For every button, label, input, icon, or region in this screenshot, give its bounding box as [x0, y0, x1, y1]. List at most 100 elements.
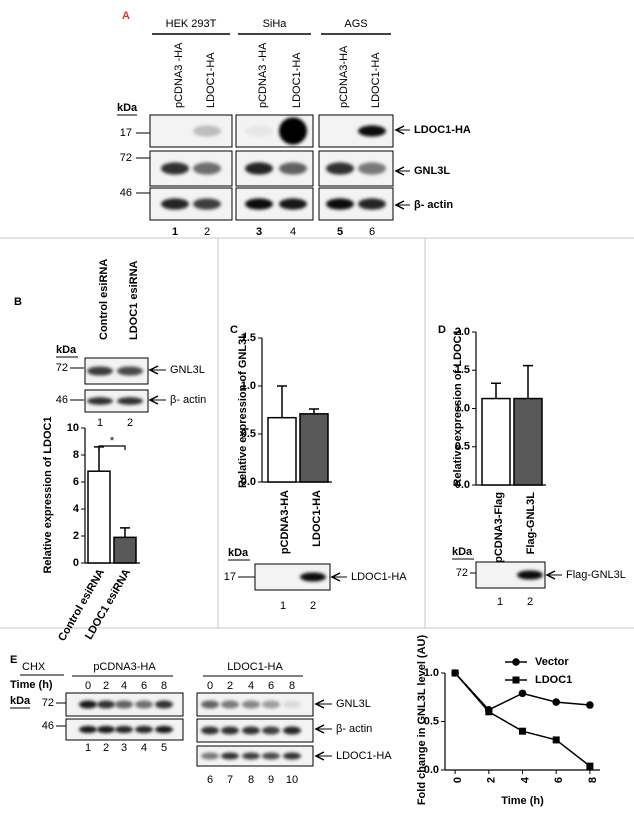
significance-bracket — [98, 445, 126, 450]
x-tick-label: Flag-GNL3L — [525, 492, 537, 555]
y-tick-label: 2 — [73, 530, 79, 542]
error-bar — [523, 364, 533, 399]
bar — [299, 413, 329, 483]
x-axis-label: Time (h) — [501, 795, 544, 807]
significance-label: * — [110, 435, 115, 447]
lane-number: 2 — [527, 596, 533, 608]
band-label: LDOC1-HA — [414, 124, 471, 136]
error-bar — [277, 385, 287, 418]
lane-label: LDOC1 esiRNA — [128, 260, 140, 340]
blot-band — [97, 725, 115, 734]
panel-letter: D — [438, 324, 446, 336]
time-point: 6 — [268, 680, 274, 692]
mw-marker: 17 — [120, 127, 132, 139]
blot-band — [135, 700, 153, 709]
bar — [481, 397, 511, 486]
lane-number: 4 — [290, 226, 296, 238]
blot-band — [155, 725, 173, 734]
blot-band — [201, 726, 219, 735]
lane-number: 8 — [248, 774, 254, 786]
treatment-label: CHX — [22, 661, 46, 673]
lane-label: LDOC1-HA — [370, 52, 382, 108]
lane-number: 6 — [369, 226, 375, 238]
blot-band — [245, 125, 273, 137]
band-label: LDOC1-HA — [351, 571, 407, 583]
legend-label: Vector — [535, 656, 569, 668]
blot-band — [115, 725, 133, 734]
blot-band — [262, 752, 280, 760]
blot-band — [97, 700, 115, 709]
time-point: 0 — [85, 680, 91, 692]
blot-band — [326, 198, 354, 210]
cell-line: AGS — [344, 18, 367, 30]
y-tick-label: 1.5 — [241, 332, 256, 344]
y-tick-label: 0.0 — [424, 764, 439, 776]
blot-band — [193, 162, 221, 175]
blot-band — [117, 366, 143, 376]
x-tick-label: pCDNA3-Flag — [493, 492, 505, 563]
panel-letter: A — [122, 10, 130, 22]
lane-number: 7 — [227, 774, 233, 786]
y-tick-label: 6 — [73, 476, 79, 488]
blot-band — [262, 726, 280, 735]
blot-band — [300, 572, 326, 582]
kda-label: kDa — [452, 546, 473, 558]
error-bar — [309, 408, 319, 414]
blot-band — [79, 700, 97, 709]
y-tick-label: 1.0 — [424, 667, 439, 679]
mw-marker: 17 — [224, 571, 236, 583]
blot-band — [245, 162, 273, 175]
blot-band — [161, 162, 189, 175]
x-tick-label: LDOC1-HA — [311, 490, 323, 547]
point — [518, 689, 527, 698]
y-tick-label: 0.5 — [455, 441, 470, 453]
lane-number: 1 — [172, 226, 178, 238]
blot-band — [279, 198, 307, 210]
band-label: β- actin — [336, 723, 372, 735]
blot-band — [221, 726, 239, 735]
arrow-head — [314, 699, 325, 709]
blot-band — [135, 725, 153, 734]
blot-band — [201, 752, 219, 760]
blot-band — [283, 752, 301, 760]
lane-number: 1 — [85, 742, 91, 754]
cell-line: HEK 293T — [166, 18, 217, 30]
y-axis-label: Relative expression of LDOC1 — [452, 329, 464, 486]
time-point: 6 — [141, 680, 147, 692]
y-tick-label: 8 — [73, 449, 79, 461]
band-label: β- actin — [170, 394, 206, 406]
lane-number: 2 — [310, 600, 316, 612]
time-point: 0 — [207, 680, 213, 692]
blot-band — [87, 397, 113, 405]
legend-label: LDOC1 — [535, 674, 572, 686]
cell-line: SiHa — [263, 18, 288, 30]
kda-label: kDa — [228, 547, 249, 559]
blot-band — [326, 162, 354, 175]
blot-frame — [84, 389, 149, 413]
panel-letter: E — [10, 654, 17, 666]
blot-band — [193, 198, 221, 210]
blot-band — [242, 752, 260, 760]
x-tick-label: 8 — [587, 777, 599, 783]
mw-marker: 46 — [120, 187, 132, 199]
y-tick-label: 0 — [73, 557, 79, 569]
y-axis-label: Relative expression of LDOC1 — [42, 416, 54, 573]
y-tick-label: 1.0 — [455, 402, 470, 414]
blot-band — [279, 162, 307, 175]
group-label: pCDNA3-HA — [93, 661, 156, 673]
panel-letter: B — [14, 296, 22, 308]
y-axis-label: Relative expression of GNL3L — [237, 332, 249, 488]
blot-band — [221, 752, 239, 760]
y-tick-label: 1.0 — [241, 380, 256, 392]
point — [485, 708, 493, 716]
group-label: LDOC1-HA — [227, 661, 283, 673]
blot-band — [87, 366, 113, 376]
lane-number: 3 — [256, 226, 262, 238]
blot-band — [155, 700, 173, 709]
y-tick-label: 0.5 — [424, 715, 439, 727]
lane-number: 1 — [97, 417, 103, 429]
point — [512, 658, 520, 666]
lane-number: 6 — [207, 774, 213, 786]
